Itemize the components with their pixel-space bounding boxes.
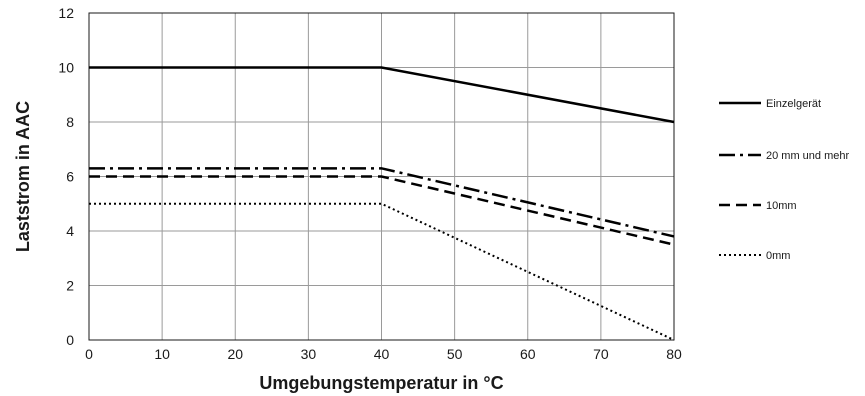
x-axis-title: Umgebungstemperatur in °C	[259, 373, 503, 393]
x-tick-label: 40	[374, 346, 390, 362]
legend-label: 10mm	[766, 200, 797, 212]
y-tick-label: 10	[58, 60, 74, 76]
y-axis-title: Laststrom in AAC	[13, 101, 33, 252]
legend-label: 0mm	[766, 250, 790, 262]
y-tick-label: 4	[66, 223, 74, 239]
x-tick-label: 60	[520, 346, 536, 362]
series-line-1	[89, 66, 675, 124]
x-tick-label: 80	[666, 346, 682, 362]
legend-label: 20 mm und mehr	[766, 150, 849, 162]
x-tick-label: 70	[593, 346, 609, 362]
y-tick-label: 8	[66, 114, 74, 130]
y-tick-label: 0	[66, 332, 74, 348]
y-tick-label: 2	[66, 278, 74, 294]
y-tick-label: 12	[58, 5, 74, 21]
x-tick-label: 20	[227, 346, 243, 362]
y-tick-label: 6	[66, 169, 74, 185]
series-line-2	[89, 167, 675, 238]
legend-label: Einzelgerät	[766, 98, 821, 110]
series-line-3	[89, 175, 675, 246]
x-tick-label: 50	[447, 346, 463, 362]
series-layer	[89, 66, 675, 341]
x-tick-label: 10	[154, 346, 170, 362]
x-tick-labels: 0 10 20 30 40 50 60 70 80	[85, 346, 682, 362]
legend: Einzelgerät 20 mm und mehr 10mm 0mm	[719, 98, 849, 262]
x-tick-label: 30	[301, 346, 317, 362]
y-tick-labels: 0 2 4 6 8 10 12	[58, 5, 74, 348]
x-tick-label: 0	[85, 346, 93, 362]
